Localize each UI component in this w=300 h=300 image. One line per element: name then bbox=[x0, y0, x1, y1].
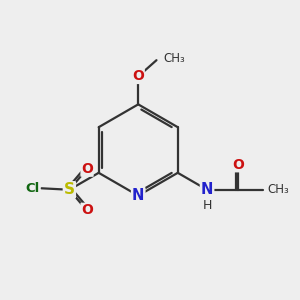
Text: CH₃: CH₃ bbox=[267, 183, 289, 196]
Text: O: O bbox=[81, 162, 93, 176]
Text: N: N bbox=[132, 188, 144, 203]
Text: S: S bbox=[64, 182, 75, 197]
Text: H: H bbox=[202, 200, 212, 212]
Text: N: N bbox=[201, 182, 213, 197]
Text: O: O bbox=[132, 69, 144, 83]
Text: O: O bbox=[81, 203, 93, 218]
Text: O: O bbox=[232, 158, 244, 172]
Text: CH₃: CH₃ bbox=[163, 52, 185, 65]
Text: Cl: Cl bbox=[26, 182, 40, 195]
